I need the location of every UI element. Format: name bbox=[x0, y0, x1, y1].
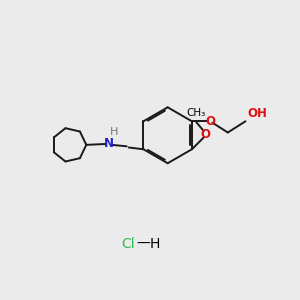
Text: N: N bbox=[104, 137, 114, 150]
Text: O: O bbox=[205, 115, 215, 128]
Text: H: H bbox=[149, 237, 160, 251]
Text: H: H bbox=[110, 127, 118, 137]
Text: O: O bbox=[200, 128, 210, 141]
Text: CH₃: CH₃ bbox=[187, 108, 206, 118]
Text: OH: OH bbox=[247, 107, 267, 120]
Text: Cl: Cl bbox=[122, 237, 135, 251]
Text: —: — bbox=[136, 237, 150, 251]
